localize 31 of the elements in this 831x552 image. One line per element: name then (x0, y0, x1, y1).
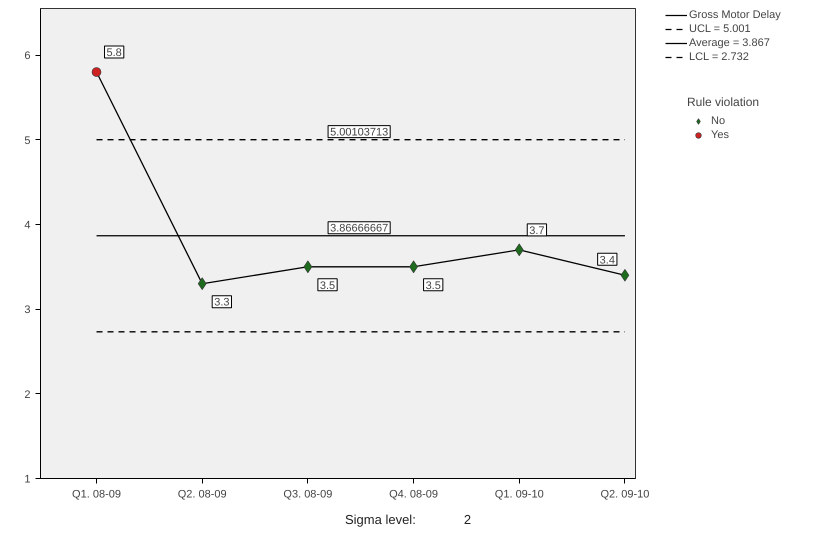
x-tick-label: Q4. 08-09 (389, 488, 438, 500)
y-tick-label: 6 (24, 50, 31, 62)
x-tick-label: Q1. 09-10 (494, 488, 544, 500)
y-tick-label: 4 (24, 219, 31, 232)
data-label: 3.3 (214, 296, 230, 309)
data-label: 3.5 (426, 280, 441, 292)
data-label: 3.5 (320, 280, 336, 292)
y-tick-label: 1 (24, 474, 31, 486)
data-label: 3.7 (529, 224, 545, 237)
annotation: 3.86666667 (330, 222, 388, 235)
annotation: 5.00103713 (330, 126, 388, 139)
data-label: 3.4 (600, 254, 615, 266)
x-tick-label: Q2. 08-09 (178, 488, 227, 500)
legend-label: Gross Motor Delay (689, 9, 781, 21)
legend-label: Yes (711, 129, 730, 141)
x-tick-label: Q2. 09-10 (600, 488, 650, 500)
y-tick-label: 3 (24, 304, 31, 316)
legend-label: Average = 3.867 (689, 37, 770, 49)
data-label: 5.8 (106, 47, 122, 60)
x-tick-label: Q1. 08-09 (72, 488, 121, 500)
point (514, 244, 524, 256)
point (92, 67, 102, 77)
legend-title: Rule violation (687, 95, 760, 109)
text: Sigma level: (345, 512, 416, 527)
legend-label: LCL = 2.732 (689, 51, 749, 63)
y-tick-label: 2 (24, 388, 31, 401)
legend-label: No (711, 115, 726, 127)
y-tick-label: 5 (24, 134, 31, 147)
legend-label: UCL = 5.001 (689, 23, 751, 35)
x-tick-label: Q3. 08-09 (283, 488, 332, 500)
text: 2 (464, 512, 472, 527)
